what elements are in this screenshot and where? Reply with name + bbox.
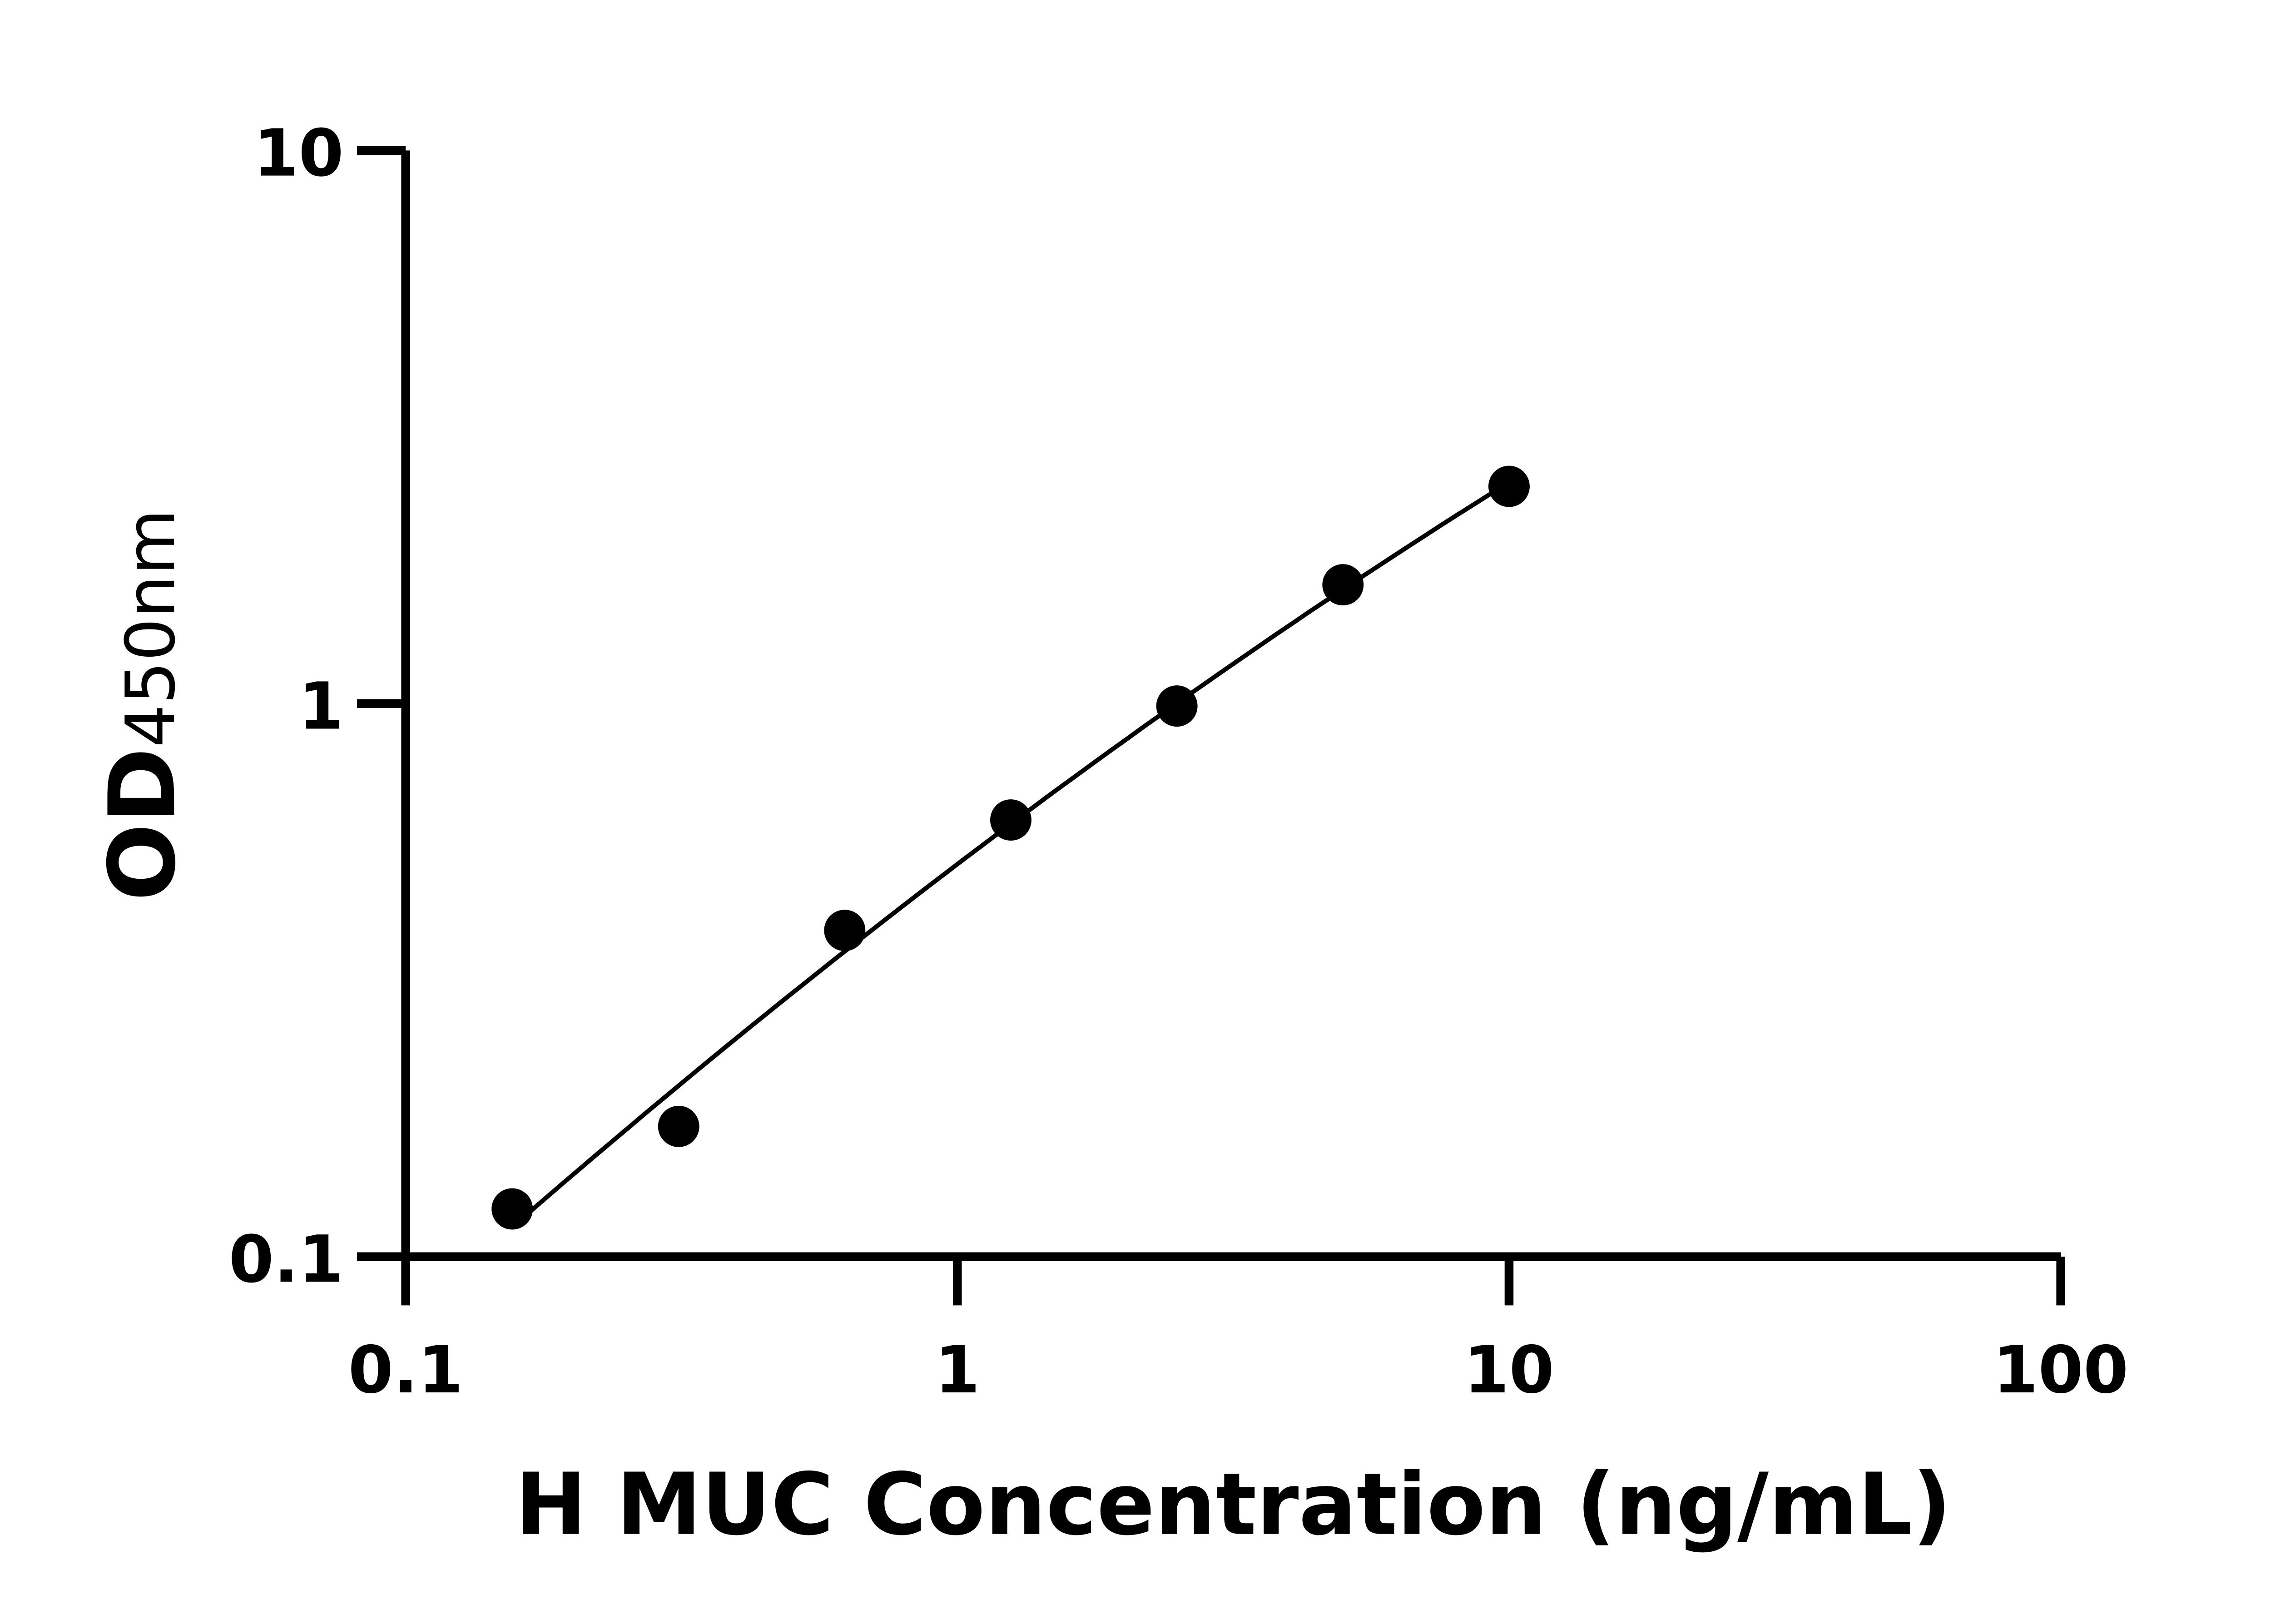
data-point <box>658 1105 699 1147</box>
y-tick-label: 10 <box>253 115 344 191</box>
axes: 0.1 1 10 0.1 1 10 100 <box>229 115 2129 1408</box>
data-point <box>1322 564 1364 606</box>
x-tick-label: 1 <box>935 1332 980 1408</box>
data-points <box>491 465 1530 1230</box>
data-point <box>1488 465 1530 507</box>
x-tick-label: 100 <box>1993 1332 2128 1408</box>
y-tick-label: 1 <box>298 668 343 744</box>
y-tick-label: 0.1 <box>229 1221 344 1297</box>
x-tick-label: 10 <box>1464 1332 1554 1408</box>
data-point <box>491 1188 533 1230</box>
data-point <box>990 799 1031 841</box>
y-axis-title-sub: 450nm <box>111 509 190 748</box>
data-point <box>1156 685 1198 727</box>
x-axis-title: H MUC Concentration (ng/mL) <box>515 1455 1952 1555</box>
y-axis-title: OD450nm <box>89 509 196 901</box>
data-point <box>824 910 866 951</box>
y-axis-title-main: OD <box>89 748 196 901</box>
x-tick-label: 0.1 <box>348 1332 463 1408</box>
